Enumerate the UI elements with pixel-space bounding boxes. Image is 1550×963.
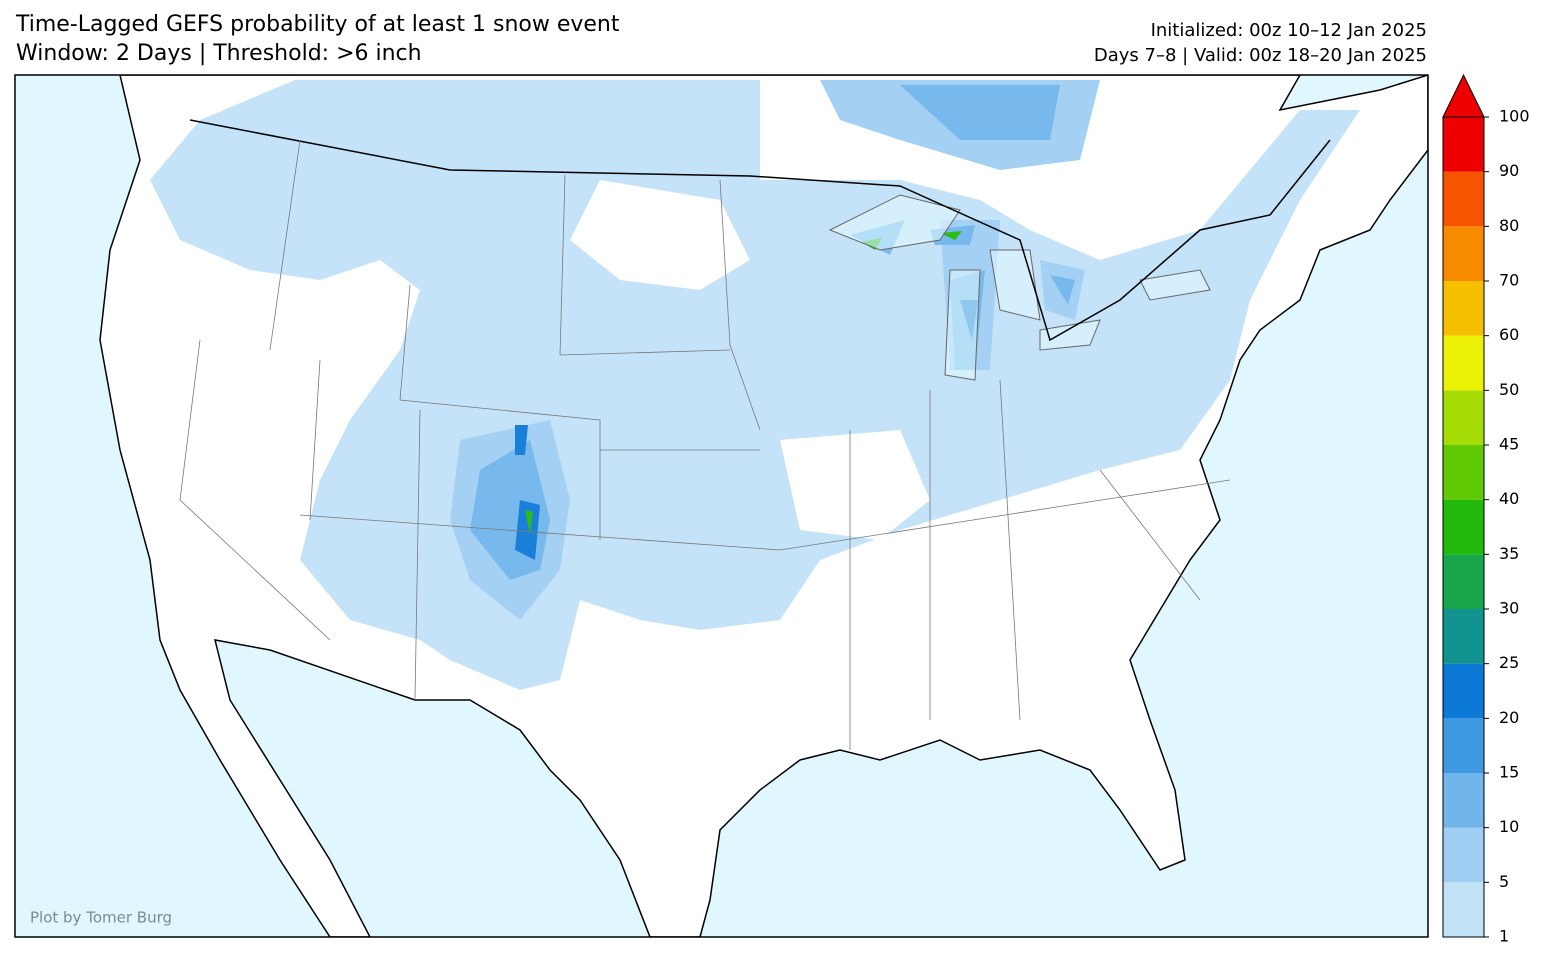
tick-label: 1 xyxy=(1499,927,1509,946)
color-band xyxy=(1443,882,1484,937)
color-band xyxy=(1443,117,1484,172)
color-band xyxy=(1443,554,1484,609)
prob-1 xyxy=(150,80,1360,690)
tick-label: 45 xyxy=(1499,435,1519,454)
tick-label: 80 xyxy=(1499,216,1519,235)
title: Time-Lagged GEFS probability of at least… xyxy=(15,12,620,37)
color-band xyxy=(1443,445,1484,500)
gap xyxy=(200,180,930,540)
color-band xyxy=(1443,226,1484,281)
color-band xyxy=(1443,827,1484,883)
valid-time: Days 7–8 | Valid: 00z 18–20 Jan 2025 xyxy=(1094,45,1427,66)
color-band xyxy=(1443,609,1484,664)
color-band xyxy=(1443,171,1484,227)
borders xyxy=(189,119,1331,342)
tick-label: 5 xyxy=(1499,872,1509,891)
tick-label: 90 xyxy=(1499,161,1519,180)
state-lines xyxy=(179,139,1231,750)
credit: Plot by Tomer Burg xyxy=(30,909,172,927)
subtitle: Window: 2 Days | Threshold: >6 inch xyxy=(16,41,422,66)
tick-label: 35 xyxy=(1499,544,1519,563)
map-frame xyxy=(14,74,1429,938)
tick-label: 20 xyxy=(1499,708,1519,727)
color-band xyxy=(1443,773,1484,828)
color-band xyxy=(1443,281,1484,336)
lakes xyxy=(828,194,1211,381)
tick-label: 70 xyxy=(1499,271,1519,290)
over-arrow xyxy=(1442,73,1485,118)
map xyxy=(14,74,1429,938)
tick-label: 15 xyxy=(1499,763,1519,782)
color-band xyxy=(1443,663,1484,719)
tick-label: 40 xyxy=(1499,489,1519,508)
tick-label: 30 xyxy=(1499,599,1519,618)
tick-label: 10 xyxy=(1499,817,1519,836)
init-time: Initialized: 00z 10–12 Jan 2025 xyxy=(1151,20,1427,41)
tick-label: 50 xyxy=(1499,380,1519,399)
tick-label: 100 xyxy=(1499,107,1530,126)
color-band xyxy=(1443,499,1484,555)
color-band xyxy=(1443,718,1484,773)
color-band xyxy=(1443,335,1484,391)
color-band xyxy=(1443,390,1484,445)
tick-label: 25 xyxy=(1499,653,1519,672)
colorbar-frame xyxy=(1442,116,1485,938)
tick-label: 60 xyxy=(1499,325,1519,344)
